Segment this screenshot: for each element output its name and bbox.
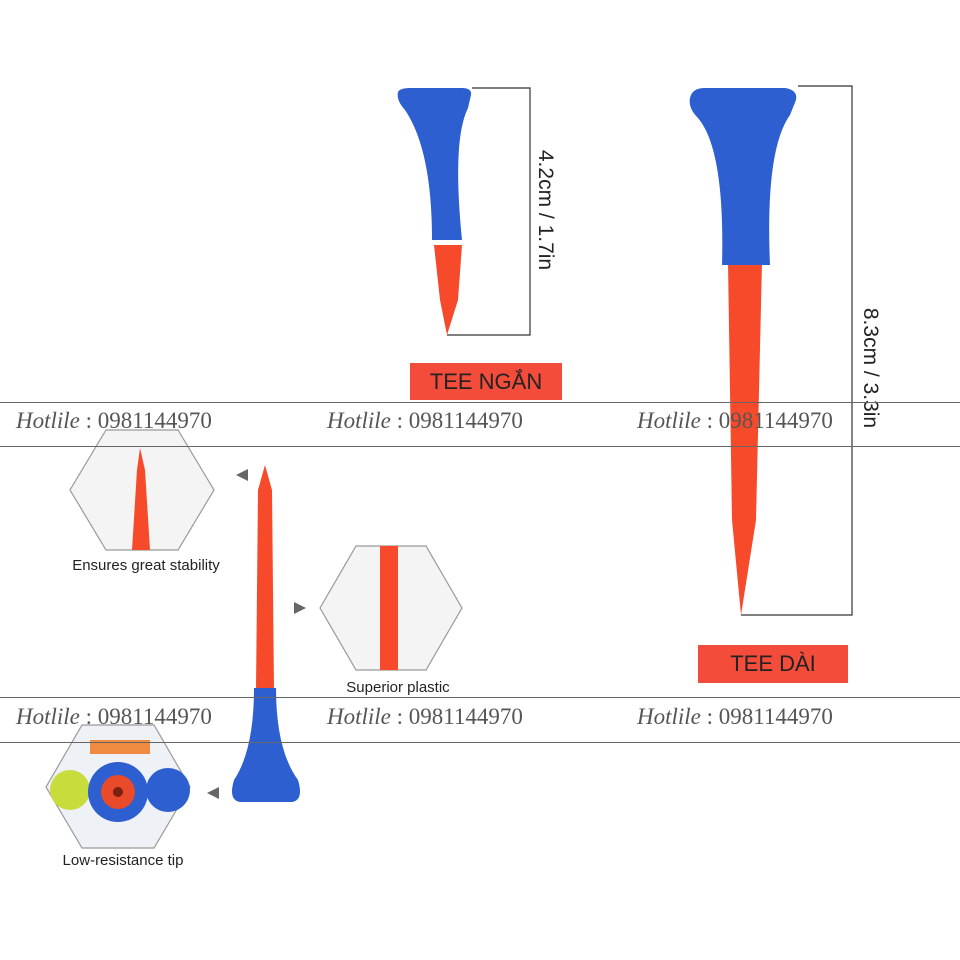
watermark-line bbox=[0, 446, 960, 447]
hotline-watermark: Hotlile : 0981144970 bbox=[327, 704, 523, 729]
watermark-line bbox=[0, 697, 960, 698]
short-tee-label: TEE NGẮN bbox=[410, 363, 562, 400]
watermark-line bbox=[0, 742, 960, 743]
hotline-watermark: Hotlile : 0981144970 bbox=[637, 704, 833, 729]
feature-caption: Ensures great stability bbox=[72, 557, 220, 574]
arrow-left-icon bbox=[236, 469, 248, 481]
arrow-left-icon bbox=[207, 787, 219, 799]
hotline-watermark: Hotlile : 0981144970 bbox=[637, 408, 833, 433]
arrow-right-icon bbox=[294, 602, 306, 614]
hotline-watermark: Hotlile : 0981144970 bbox=[16, 704, 212, 729]
hotline-watermark: Hotlile : 0981144970 bbox=[16, 408, 212, 433]
feature-plastic-hexagon bbox=[319, 545, 463, 671]
long-tee-dimension: 8.3cm / 3.3in bbox=[859, 307, 882, 429]
inverted-tee bbox=[232, 465, 300, 802]
feature-tip-hexagon bbox=[45, 724, 191, 849]
feature-caption: Superior plastic bbox=[346, 679, 450, 696]
feature-caption: Low-resistance tip bbox=[62, 852, 184, 869]
short-tee bbox=[397, 87, 531, 336]
hotline-watermark: Hotlile : 0981144970 bbox=[327, 408, 523, 433]
feature-stability-hexagon bbox=[69, 429, 215, 551]
long-tee-label: TEE DÀI bbox=[698, 645, 848, 683]
short-tee-dimension: 4.2cm / 1.7in bbox=[534, 149, 557, 271]
long-tee bbox=[689, 85, 853, 616]
watermark-line bbox=[0, 402, 960, 403]
